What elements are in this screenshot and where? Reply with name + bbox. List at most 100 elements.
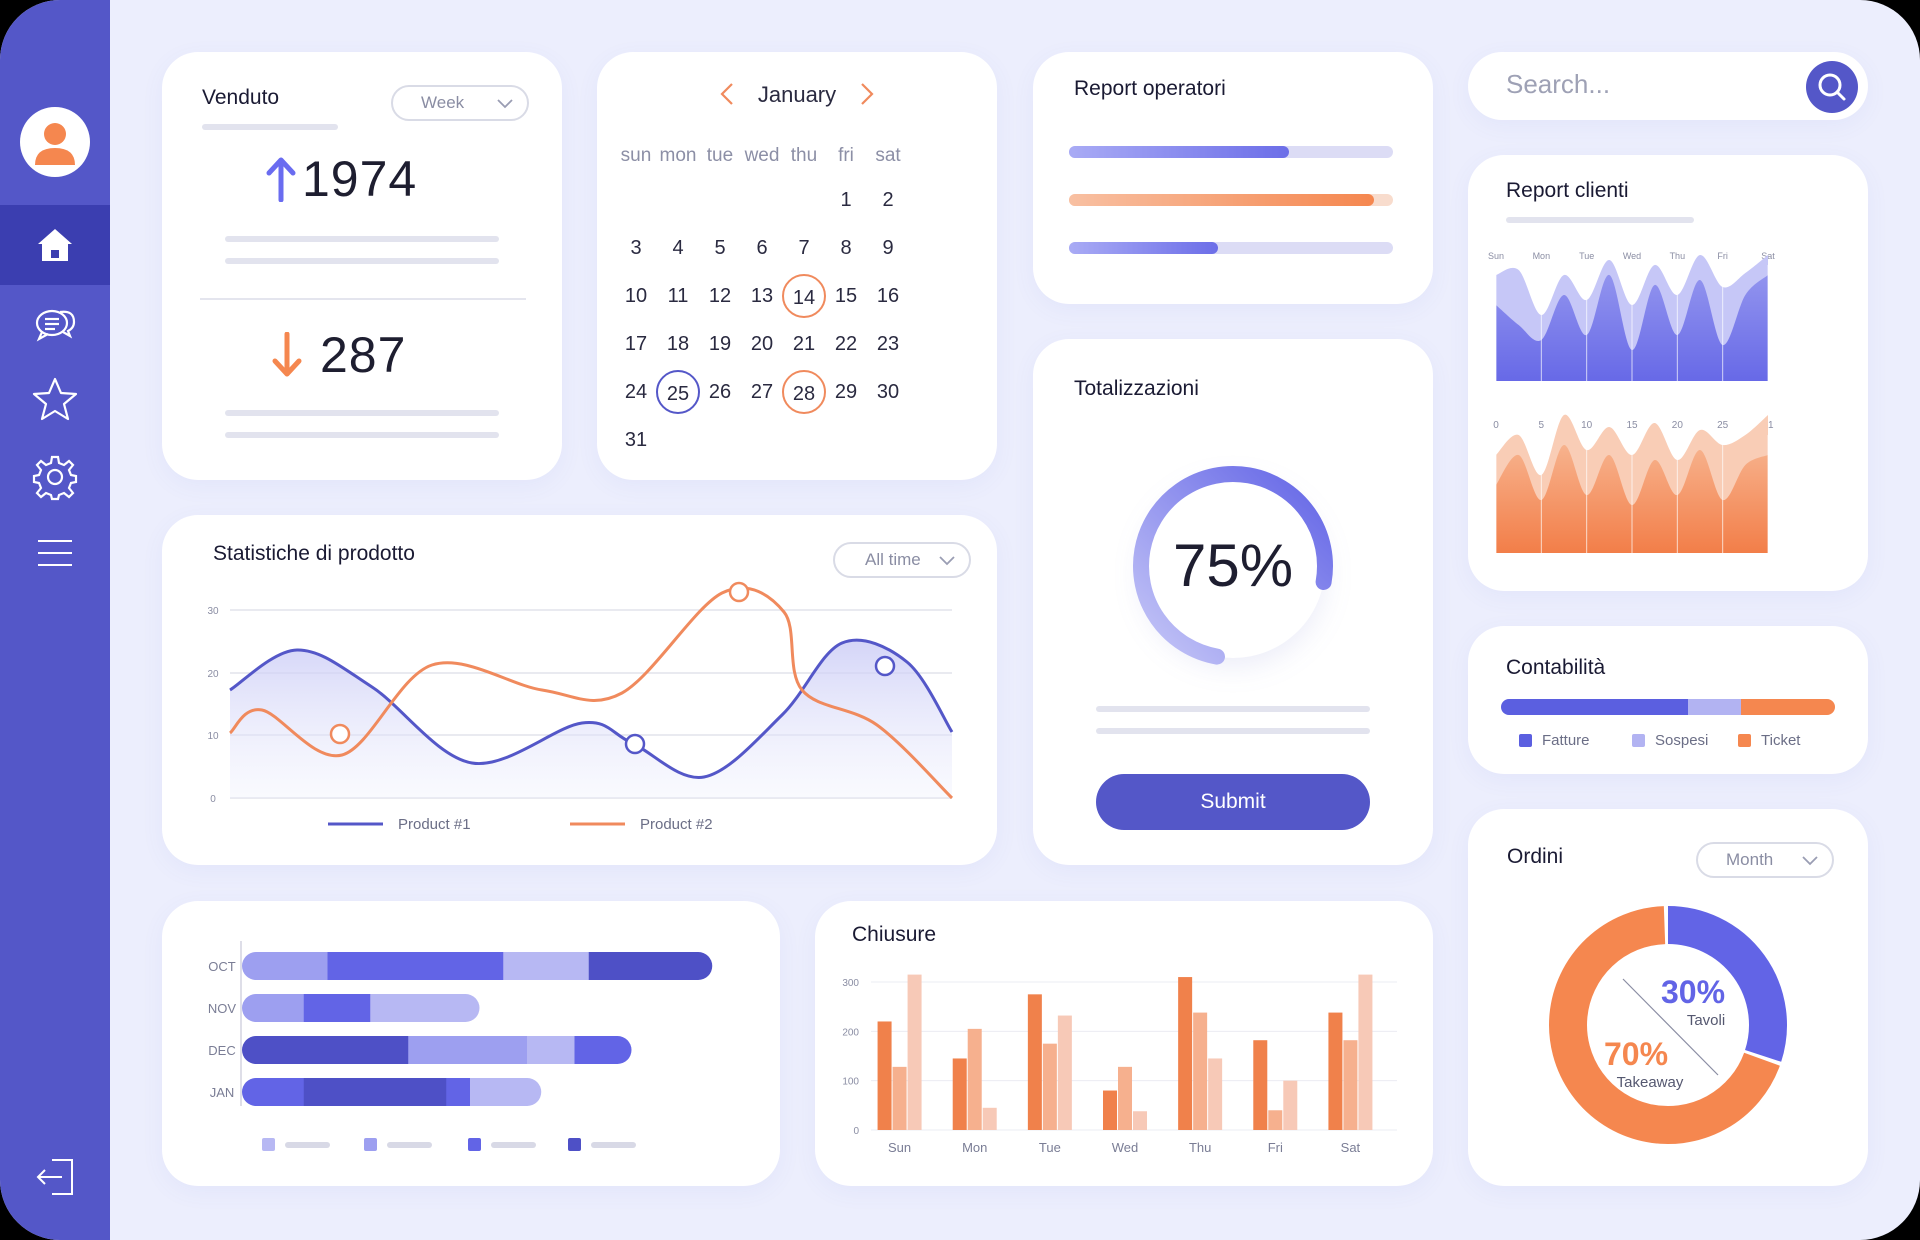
period-dropdown[interactable]: All time [833,542,971,578]
calendar-day[interactable]: 23 [876,333,900,355]
bar[interactable] [1133,1111,1147,1130]
contabilita-bar [1501,699,1835,715]
donut-slice-tavoli [1667,906,1787,1062]
calendar-day[interactable]: 26 [708,381,732,403]
star-icon[interactable] [30,374,80,424]
bar[interactable] [1118,1066,1132,1130]
calendar-day[interactable]: 20 [750,333,774,355]
calendar-day[interactable]: 17 [624,333,648,355]
calendar-day[interactable]: 31 [624,429,648,451]
chevron-down-icon [939,556,955,566]
bar[interactable] [1178,977,1193,1130]
y-tick-label: 0 [853,1126,859,1137]
bar[interactable] [877,1021,892,1130]
weekday-label: sat [875,145,901,166]
x-tick-label: Fri [1268,1140,1283,1155]
calendar-day[interactable]: 3 [630,237,642,259]
calendar-day[interactable]: 28 [782,370,826,414]
bar[interactable] [1208,1058,1223,1130]
bar[interactable] [1358,974,1373,1130]
axis-label: 0 [1493,420,1499,431]
bar-segment [242,994,305,1022]
period-dropdown[interactable]: Week [391,85,529,121]
report-operatori-card: Report operatori [1033,52,1433,304]
legend-label: Ticket [1761,732,1801,749]
legend-item: Fatture [1519,732,1590,749]
title-underline [1506,217,1694,223]
bar[interactable] [1253,1040,1268,1130]
calendar-day[interactable]: 29 [834,381,858,403]
avatar[interactable] [20,107,90,177]
calendar-day[interactable]: 21 [792,333,816,355]
data-point-marker[interactable] [728,581,750,603]
calendar-day[interactable]: 5 [714,237,726,259]
row-label: JAN [210,1085,235,1100]
bar[interactable] [1283,1080,1298,1130]
y-tick-label: 10 [207,731,219,742]
calendar-day[interactable]: 2 [882,189,894,211]
logout-icon[interactable] [30,1152,80,1202]
product2-line [228,586,954,800]
calendar-day[interactable]: 8 [840,237,852,259]
bar[interactable] [1193,1012,1208,1130]
calendar-day[interactable]: 7 [798,237,810,259]
row-label: DEC [208,1043,235,1058]
calendar-day[interactable]: 9 [882,237,894,259]
bar-segment [470,1078,542,1106]
calendar-day[interactable]: 16 [876,285,900,307]
chevron-right-icon[interactable] [860,82,874,106]
bar[interactable] [1057,1015,1072,1130]
calendar-day[interactable]: 18 [666,333,690,355]
calendar-day[interactable]: 6 [756,237,768,259]
bar-segment [242,1036,410,1064]
data-point-marker[interactable] [874,655,896,677]
bar-segment [527,1036,576,1064]
home-icon[interactable] [30,220,80,270]
statistiche-chart: 30 20 10 0 Product #1 Product #2 [207,581,954,833]
calendar-day[interactable]: 13 [750,285,774,307]
calendar-day[interactable]: 4 [672,237,684,259]
calendar-day[interactable]: 15 [834,285,858,307]
bar[interactable] [967,1028,982,1130]
calendar-day[interactable]: 1 [840,189,852,211]
period-dropdown[interactable]: Month [1696,842,1834,878]
calendar-day[interactable]: 27 [750,381,774,403]
placeholder-line [225,236,499,242]
calendar-day[interactable]: 14 [782,274,826,318]
bar[interactable] [1343,1040,1358,1130]
menu-icon[interactable] [30,528,80,578]
bar[interactable] [1027,994,1042,1130]
chat-icon[interactable] [30,298,80,348]
data-point-marker[interactable] [624,733,646,755]
calendar-day[interactable]: 25 [656,370,700,414]
bar[interactable] [1268,1110,1283,1130]
bar[interactable] [1328,1012,1343,1130]
calendar-day[interactable]: 24 [624,381,648,403]
bar-segment [370,994,480,1022]
calendar-day[interactable]: 22 [834,333,858,355]
weekday-label: mon [659,145,697,166]
gear-icon[interactable] [30,452,80,502]
bar[interactable] [907,974,922,1130]
bar[interactable] [952,1058,967,1130]
data-point-marker[interactable] [329,723,351,745]
calendar-day[interactable]: 19 [708,333,732,355]
chevron-left-icon[interactable] [720,82,734,106]
submit-button[interactable]: Submit [1096,774,1370,830]
search-button[interactable] [1806,61,1858,113]
y-tick-label: 300 [842,978,859,989]
calendar-day[interactable]: 12 [708,285,732,307]
axis-label: 15 [1626,420,1638,431]
calendar-day[interactable]: 30 [876,381,900,403]
bar[interactable] [892,1066,907,1130]
calendar-day[interactable]: 11 [667,285,689,307]
x-tick-label: Thu [1189,1140,1211,1155]
divider [200,298,526,300]
bar[interactable] [1103,1090,1117,1130]
weekday-label: fri [838,145,854,166]
calendar-day[interactable]: 10 [624,285,648,307]
bar[interactable] [982,1107,997,1130]
search-input[interactable]: Search... [1506,69,1611,99]
bar[interactable] [1042,1043,1057,1130]
